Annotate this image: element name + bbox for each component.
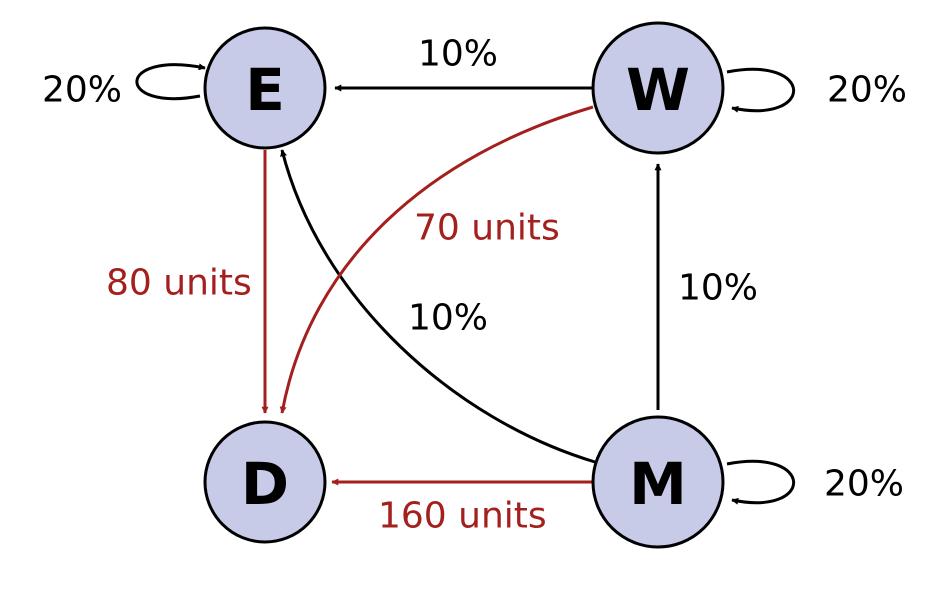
label-e-to-d: 80 units <box>106 263 252 304</box>
node-m: M <box>591 415 725 549</box>
node-d: D <box>203 420 327 544</box>
self-loop-w <box>726 67 796 113</box>
node-e: E <box>203 26 327 150</box>
label-w-self-loop: 20% <box>827 70 907 111</box>
self-loop-m <box>726 459 796 505</box>
label-m-to-w: 10% <box>678 268 758 309</box>
label-m-self-loop: 20% <box>824 464 904 505</box>
node-d-label: D <box>241 450 289 518</box>
node-w: W <box>591 21 725 155</box>
node-e-label: E <box>245 56 285 124</box>
label-w-to-e: 10% <box>418 34 498 75</box>
edge-m-to-e <box>280 149 596 464</box>
self-loop-e <box>135 63 206 101</box>
node-w-label: W <box>626 56 690 124</box>
edge-w-to-d <box>279 105 594 414</box>
label-m-to-e: 10% <box>408 298 488 339</box>
label-m-to-d: 160 units <box>378 496 547 537</box>
label-w-to-d: 70 units <box>414 208 560 249</box>
label-e-self-loop: 20% <box>42 70 122 111</box>
node-m-label: M <box>629 450 687 518</box>
